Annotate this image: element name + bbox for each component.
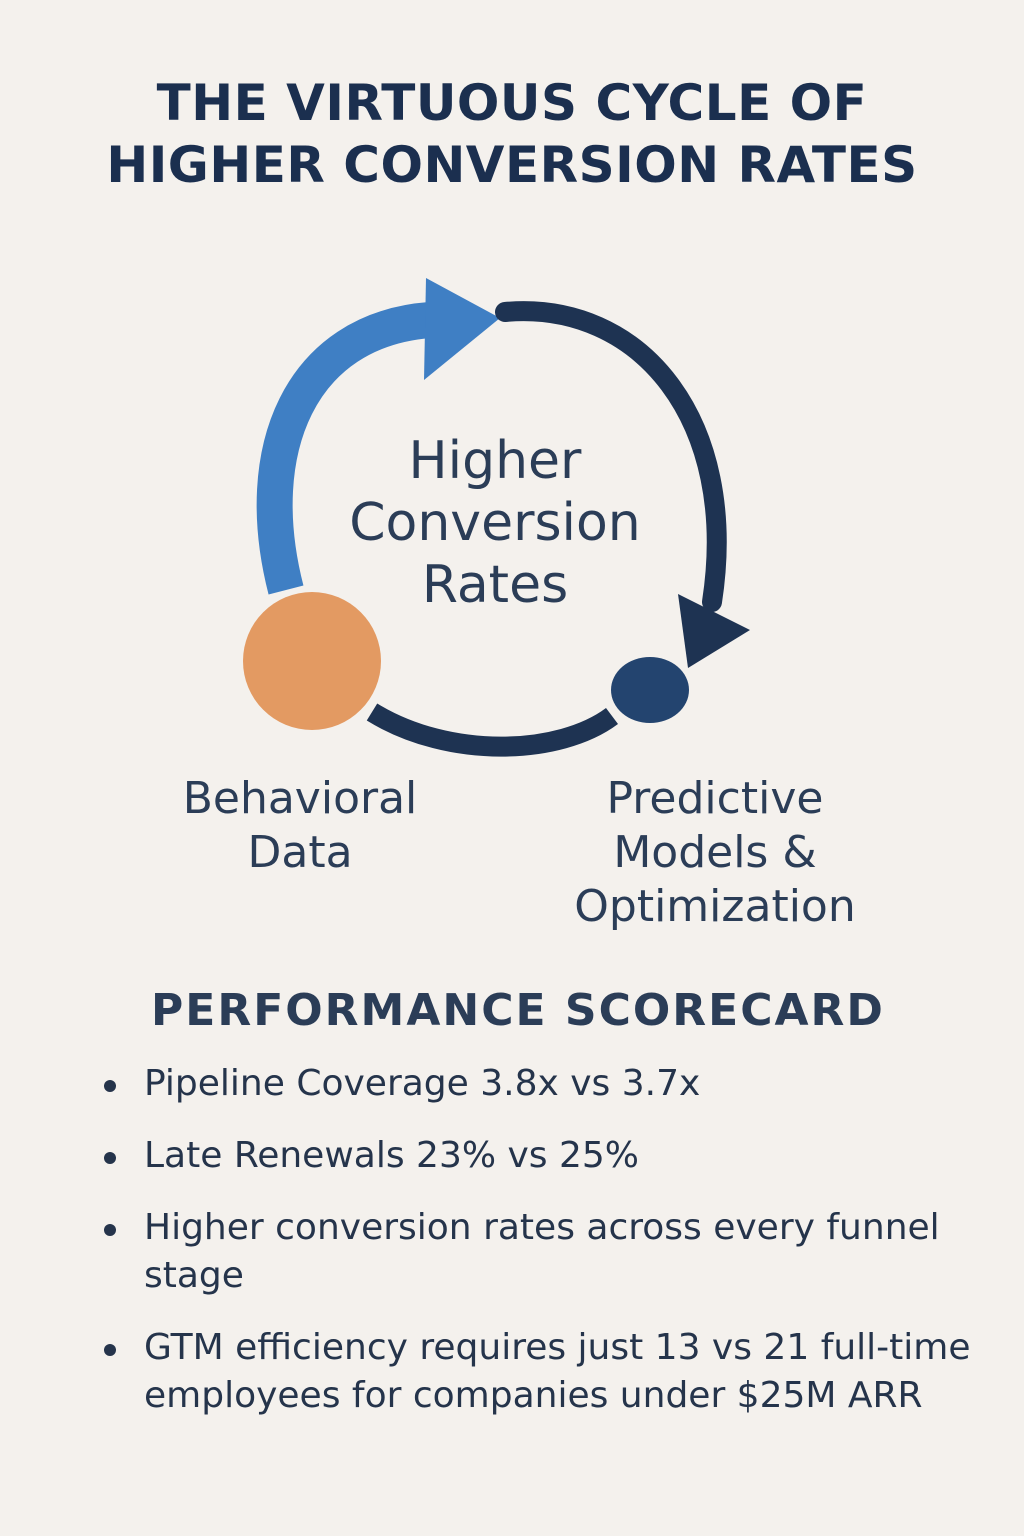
predictive-models-label: Predictive Models & Optimization <box>530 772 900 934</box>
center-label-line-3: Rates <box>421 555 569 615</box>
light-blue-arrowhead <box>424 278 500 380</box>
predictive-label-line-3: Optimization <box>574 881 856 932</box>
scorecard-item: Pipeline Coverage 3.8x vs 3.7x <box>100 1060 1000 1108</box>
scorecard-list: Pipeline Coverage 3.8x vs 3.7x Late Rene… <box>100 1060 1000 1444</box>
title-line-2: HIGHER CONVERSION RATES <box>106 136 918 194</box>
scorecard-item-text: GTM efficiency requires just 13 vs 21 fu… <box>144 1327 971 1416</box>
predictive-label-line-2: Models & <box>613 827 817 878</box>
center-label-line-2: Conversion <box>349 493 641 553</box>
behavioral-data-node <box>243 592 381 730</box>
bullet-icon <box>104 1080 116 1092</box>
behavioral-data-label: Behavioral Data <box>150 772 450 880</box>
scorecard-item-text: Late Renewals 23% vs 25% <box>144 1135 640 1176</box>
predictive-models-node <box>611 657 689 723</box>
predictive-label-line-1: Predictive <box>606 773 824 824</box>
scorecard-item: Higher conversion rates across every fun… <box>100 1204 1000 1300</box>
bullet-icon <box>104 1344 116 1356</box>
behavioral-label-line-1: Behavioral <box>182 773 418 824</box>
light-blue-arc <box>256 302 432 595</box>
cycle-diagram <box>243 278 750 757</box>
page-title: THE VIRTUOUS CYCLE OF HIGHER CONVERSION … <box>0 72 1024 196</box>
center-label-line-1: Higher <box>408 431 582 491</box>
dark-arrowhead <box>678 594 750 668</box>
cycle-center-label: Higher Conversion Rates <box>300 430 690 616</box>
title-line-1: THE VIRTUOUS CYCLE OF <box>156 74 868 132</box>
bullet-icon <box>104 1152 116 1164</box>
scorecard-item: GTM efficiency requires just 13 vs 21 fu… <box>100 1324 1000 1420</box>
scorecard-item-text: Pipeline Coverage 3.8x vs 3.7x <box>144 1063 701 1104</box>
bullet-icon <box>104 1224 116 1236</box>
behavioral-label-line-2: Data <box>247 827 353 878</box>
dark-bottom-arc <box>366 703 618 757</box>
scorecard-item-text: Higher conversion rates across every fun… <box>144 1207 940 1296</box>
scorecard-title: PERFORMANCE SCORECARD <box>151 985 885 1036</box>
scorecard-item: Late Renewals 23% vs 25% <box>100 1132 1000 1180</box>
dark-right-arc <box>495 301 727 612</box>
